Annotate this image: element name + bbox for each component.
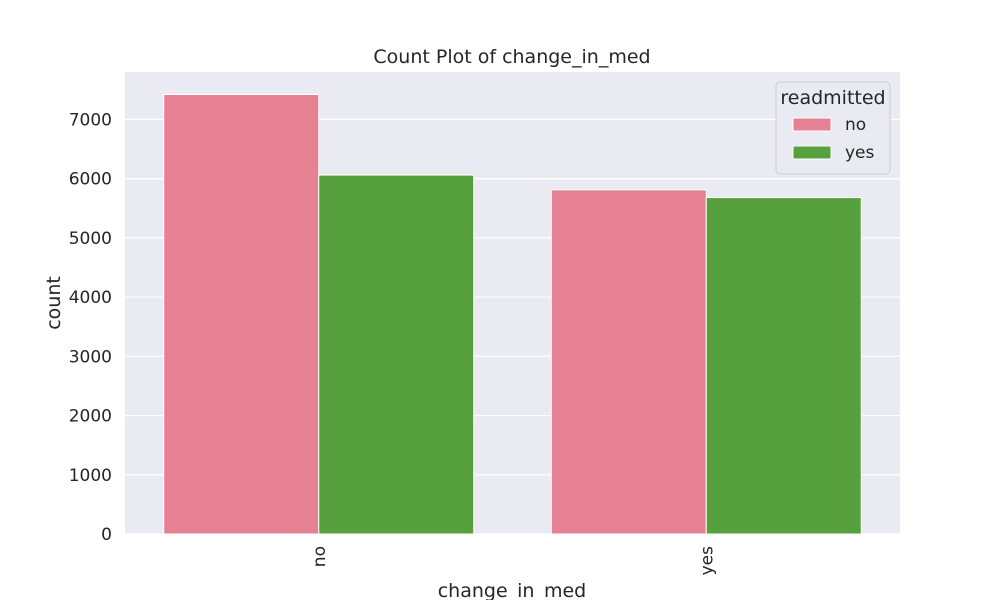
x-tick-label: no bbox=[310, 546, 330, 567]
legend-swatch-yes bbox=[792, 145, 832, 160]
legend-label-yes: yes bbox=[845, 143, 875, 163]
bar-yes-readmitted-no bbox=[550, 189, 707, 535]
y-tick-label: 7000 bbox=[69, 110, 112, 130]
x-tick-label: yes bbox=[697, 546, 717, 576]
bar-no-readmitted-yes bbox=[318, 174, 475, 535]
bar-no-readmitted-no bbox=[163, 94, 320, 535]
bar-yes-readmitted-yes bbox=[705, 197, 862, 535]
legend: readmitted no yes bbox=[775, 81, 891, 175]
y-tick-label: 6000 bbox=[69, 170, 112, 190]
legend-title: readmitted bbox=[780, 87, 885, 109]
bars bbox=[163, 94, 862, 535]
y-tick-label: 2000 bbox=[69, 407, 112, 427]
y-tick-label: 4000 bbox=[69, 288, 112, 308]
y-axis-ticks: 0 1000 2000 3000 4000 5000 6000 7000 bbox=[69, 110, 112, 545]
legend-swatch-no bbox=[792, 117, 832, 132]
chart-title: Count Plot of change_in_med bbox=[373, 46, 650, 68]
x-axis-label: change_in_med bbox=[438, 580, 587, 600]
y-axis-label: count bbox=[43, 276, 65, 330]
legend-label-no: no bbox=[845, 115, 866, 135]
x-axis-ticks: no yes bbox=[310, 546, 718, 576]
y-tick-label: 5000 bbox=[69, 229, 112, 249]
y-tick-label: 3000 bbox=[69, 347, 112, 367]
y-tick-label: 0 bbox=[101, 525, 112, 545]
y-tick-label: 1000 bbox=[69, 466, 112, 486]
